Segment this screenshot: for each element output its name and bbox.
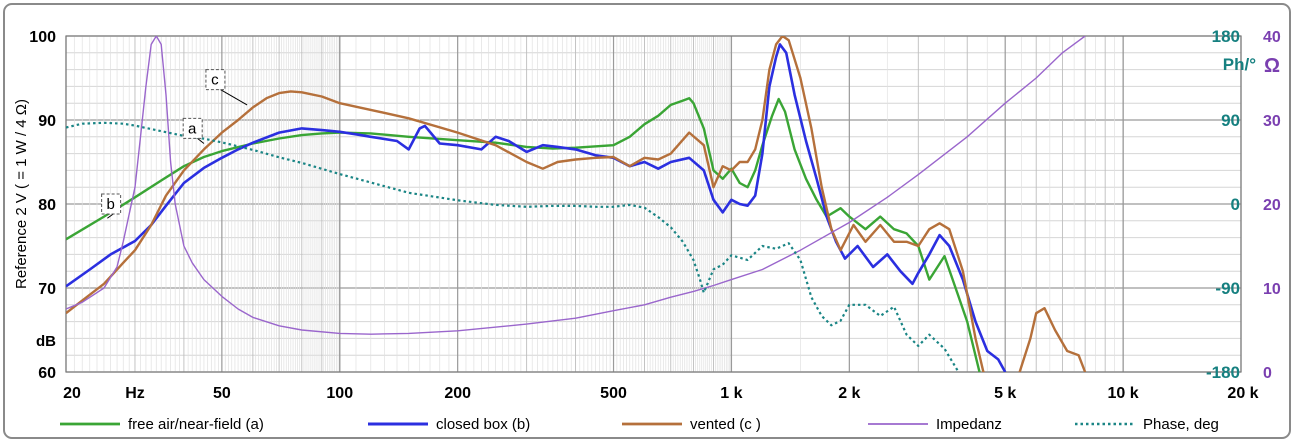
phase-tick-label: 180 [1212,27,1240,46]
x-tick-label: 10 k [1108,385,1139,402]
series-line-impedance [66,36,1086,335]
x-tick-label: 50 [213,385,231,402]
x-tick-label: 20 k [1227,385,1258,402]
phase-tick-label: 90 [1221,111,1240,130]
annotation-box-c [205,69,226,91]
legend-label-impedance: Impedanz [936,416,1002,433]
plot-border [65,35,1242,373]
x-tick-label: Hz [125,385,145,402]
phase-tick-label: -90 [1215,279,1240,298]
x-tick-label: 2 k [838,385,860,402]
annotation-leader-c [218,88,248,106]
phase-unit-label: Ph/° [1223,55,1256,74]
series-line-free [66,97,981,372]
x-tick-label: 500 [600,385,627,402]
phase-tick-label: 0 [1231,195,1240,214]
x-tick-label: 200 [444,385,471,402]
impedance-tick-label: 0 [1263,365,1272,382]
grid [65,35,1242,373]
legend-label-free: free air/near-field (a) [128,416,264,433]
legend-label-closed: closed box (b) [436,416,530,433]
annotation-label-a: a [188,120,197,137]
series-group [66,36,1087,372]
annotation-box-a [182,117,203,139]
y-tick-label: 60 [38,365,56,382]
impedance-tick-label: 30 [1263,113,1281,130]
y-axis-title: Reference 2 V ( = 1 W / 4 Ω) [13,99,30,289]
x-tick-label: 5 k [994,385,1016,402]
y-unit-label: dB [36,333,56,350]
legend-label-vented: vented (c ) [690,416,761,433]
annotation-box-b [101,193,122,215]
series-line-closed [66,43,1007,372]
x-tick-label: 1 k [720,385,742,402]
legend: free air/near-field (a) closed box (b) ven… [60,416,1219,433]
annotation-leader-a [195,137,205,144]
series-line-vented [66,36,1087,372]
legend-label-phase: Phase, deg [1143,416,1219,433]
y-tick-label: 80 [38,197,56,214]
annotation-label-b: b [106,196,114,213]
x-tick-label: 20 [63,385,81,402]
y-tick-label: 90 [38,113,56,130]
x-tick-label: 100 [326,385,353,402]
impedance-tick-label: 40 [1263,29,1281,46]
annotation-label-c: c [211,72,219,89]
impedance-tick-label: 20 [1263,197,1281,214]
y-tick-label: 100 [29,29,56,46]
impedance-unit-label: Ω [1264,55,1280,77]
annotations: a b c [101,69,248,219]
impedance-tick-label: 10 [1263,281,1281,298]
phase-tick-label: -180 [1206,363,1240,382]
y-tick-label: 70 [38,281,56,298]
